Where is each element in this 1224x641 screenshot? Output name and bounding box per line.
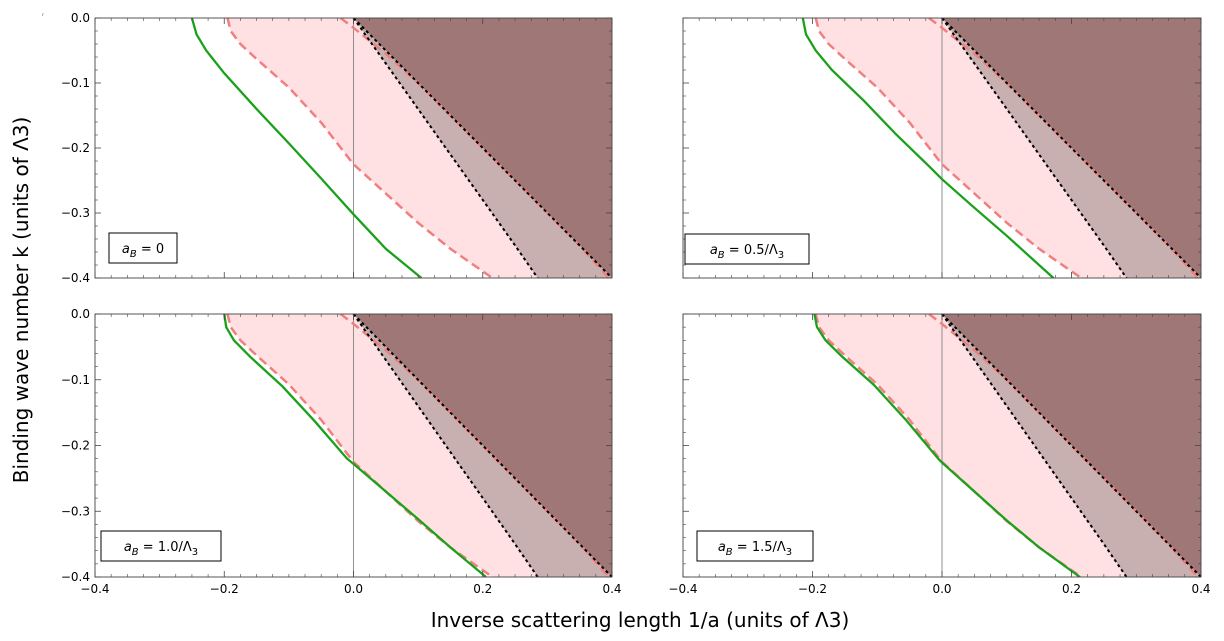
legend-label: aB = 0 (122, 242, 164, 260)
legend-value: = 0.5/Λ (725, 243, 778, 258)
green-curve-line (190, 18, 423, 278)
legend-unit-subscript: 3 (192, 547, 198, 558)
legend-label: aB = 0.5/Λ3 (710, 243, 784, 261)
dark-region (942, 314, 1201, 577)
legend-unit-subscript: 3 (778, 250, 784, 261)
x-tick-label: −0.2 (210, 582, 239, 596)
salmon-dashed-outer-line (814, 18, 1082, 278)
x-tick-label: 0.2 (1062, 582, 1081, 596)
legend-value: = 0 (137, 242, 164, 257)
panel-plot-area (801, 18, 1201, 278)
salmon-dashed-inner-line (928, 314, 1199, 577)
x-tick-label: 0.4 (602, 582, 621, 596)
legend-box (684, 233, 810, 265)
x-tick-label: 0.0 (344, 582, 363, 596)
panel-bottom-left: −0.4 −0.2 0.0 0.2 0.4 0.0 −0.1 −0.2 −0.3 −0.4 aB =… (61, 307, 622, 596)
y-tick-label: −0.4 (61, 570, 90, 584)
legend-subscript: B (132, 547, 139, 558)
dotted-steep-line (352, 314, 539, 577)
panel-plot-area (190, 18, 612, 278)
dotted-diagonal-line (941, 18, 1201, 278)
x-tick-label: 0.2 (473, 582, 492, 596)
y-tick-label: −0.3 (61, 504, 90, 518)
legend-value: = 1.0/Λ (139, 540, 192, 555)
y-tick-label: −0.1 (61, 373, 90, 387)
stray-mark: ᵣ (42, 9, 45, 18)
panel-bottom-right: −0.4 −0.2 0.0 0.2 0.4 aB = 1.5/Λ3 (668, 313, 1211, 596)
y-tick-label: −0.4 (61, 271, 90, 285)
legend-subscript: B (718, 250, 725, 261)
legend-symbol: a (122, 242, 130, 257)
dotted-steep-line (941, 314, 1128, 577)
legend-subscript: B (726, 547, 733, 558)
x-axis-label: Inverse scattering length 1/a (units of … (431, 608, 850, 632)
x-tick-label: −0.4 (80, 582, 109, 596)
panel-top-right: aB = 0.5/Λ3 (682, 17, 1202, 279)
dotted-diagonal-line (941, 314, 1201, 577)
y-tick-label: −0.1 (61, 76, 90, 90)
legend-box (100, 530, 222, 562)
y-tick-label: 0.0 (71, 307, 90, 321)
x-tick-label: −0.2 (798, 582, 827, 596)
x-tick-label: −0.4 (668, 582, 697, 596)
legend-symbol: a (718, 540, 726, 555)
panels-group: 0.0−0.1−0.2−0.3−0.4aB = 0 aB = 0.5/Λ3−0.4… (61, 11, 1211, 596)
panel-top-left: 0.0 −0.1 −0.2 −0.3 −0.4 aB = 0 (61, 11, 613, 285)
dark-region (942, 18, 1201, 278)
dotted-diagonal-line (352, 18, 612, 278)
y-tick-label: −0.2 (61, 141, 90, 155)
dotted-steep-line (941, 18, 1128, 278)
salmon-dashed-outer-line (226, 18, 494, 278)
green-curve-line (223, 314, 487, 577)
legend-value: = 1.5/Λ (733, 540, 786, 555)
grey-wedge-region (353, 314, 612, 577)
x-tick-label: 0.4 (1191, 582, 1210, 596)
salmon-dashed-inner-line (928, 18, 1199, 278)
legend-box (108, 232, 178, 264)
y-tick-label: −0.2 (61, 439, 90, 453)
legend-label: aB = 1.0/Λ3 (124, 540, 198, 558)
x-tick-label: 0.0 (932, 582, 951, 596)
legend-symbol: a (710, 243, 718, 258)
panel-plot-area (813, 314, 1201, 577)
legend-label: aB = 1.5/Λ3 (718, 540, 792, 558)
legend-symbol: a (124, 540, 132, 555)
salmon-dashed-inner-line (339, 314, 610, 577)
dotted-diagonal-line (352, 314, 612, 577)
legend-subscript: B (130, 249, 137, 260)
dotted-steep-line (352, 18, 539, 278)
salmon-dashed-inner-line (339, 18, 610, 278)
y-tick-label: 0.0 (71, 11, 90, 25)
legend-box (696, 530, 814, 562)
y-tick-label: −0.3 (61, 206, 90, 220)
legend-unit-subscript: 3 (786, 547, 792, 558)
green-curve-line (813, 314, 1081, 577)
panel-plot-area (223, 314, 612, 577)
green-curve-line (801, 18, 1055, 278)
y-axis-label: Binding wave number k (units of Λ3) (9, 117, 33, 484)
